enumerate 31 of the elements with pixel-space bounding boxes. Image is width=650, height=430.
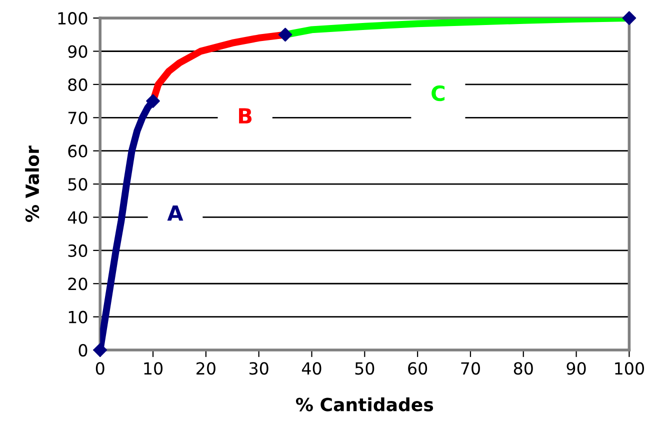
y-tick-label: 50 [68, 178, 88, 191]
x-tick-label: 10 [144, 362, 163, 375]
x-tick-label: 70 [461, 362, 480, 375]
x-tick-label: 60 [408, 362, 428, 375]
y-tick-label: 20 [68, 278, 88, 290]
point [93, 343, 108, 357]
annotation: C [432, 85, 445, 102]
x-tick-label: 80 [514, 362, 533, 375]
annotation: A [167, 205, 184, 221]
x-axis-title: % Cantidades [296, 397, 434, 412]
y-tick-label: 0 [78, 344, 88, 357]
y-tick-label: 30 [68, 244, 88, 257]
point [278, 28, 292, 42]
x-tick-label: 20 [196, 362, 216, 375]
y-tick-label: 90 [68, 45, 88, 58]
x-tick-label: 0 [96, 362, 104, 375]
x-tick-label: 30 [249, 362, 268, 375]
annotation: B [239, 108, 252, 124]
y-tick-label: 70 [68, 112, 88, 124]
x-tick-label: 50 [355, 362, 374, 375]
x-tick-label: 40 [302, 362, 322, 375]
y-tick-label: 100 [58, 12, 88, 25]
y-axis-title: % Valor [25, 146, 40, 222]
point [146, 94, 160, 108]
y-tick-label: 40 [68, 211, 88, 224]
y-tick-label: 10 [68, 310, 88, 324]
point [622, 11, 636, 25]
x-tick-label: 100 [615, 362, 644, 375]
x-tick-label: 90 [566, 362, 586, 375]
y-tick-label: 80 [68, 78, 88, 92]
y-tick-label: 60 [68, 144, 88, 158]
